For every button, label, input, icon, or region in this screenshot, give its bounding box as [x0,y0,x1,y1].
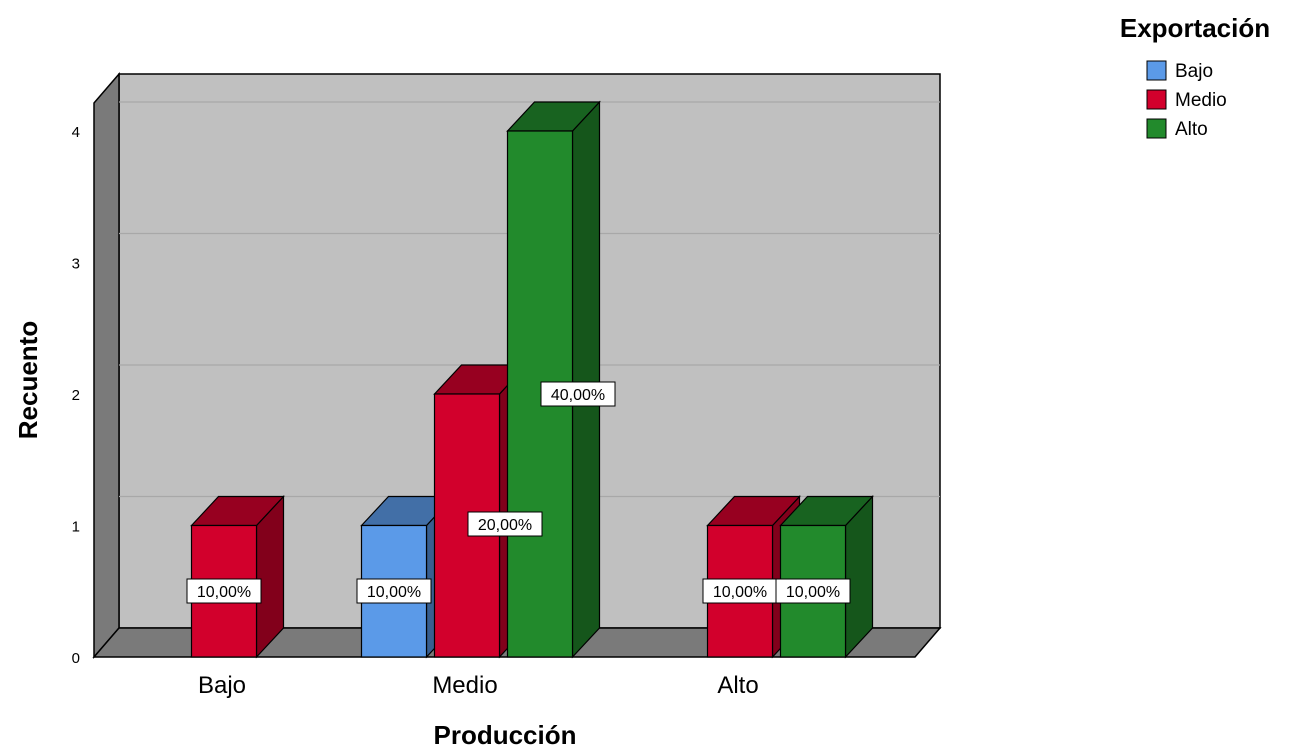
y-tick-label: 2 [72,387,80,404]
y-axis-title: Recuento [13,321,43,439]
data-label: 10,00% [356,578,432,604]
legend-title: Exportación [1120,13,1270,43]
data-label-box [186,578,262,604]
bar [779,494,874,659]
data-label: 10,00% [775,578,851,604]
data-label: 10,00% [186,578,262,604]
y-tick-label: 4 [72,124,80,141]
legend-label: Alto [1175,119,1208,140]
y-axis-ticks: 0 1 2 3 4 [72,124,80,667]
bar-side [571,100,601,659]
bar-front [506,130,574,658]
legend: Bajo Medio Alto [1146,60,1227,140]
data-label-text: 10,00% [197,584,251,601]
y-tick-label: 1 [72,519,80,536]
legend-swatch [1146,60,1167,81]
legend-label: Bajo [1175,61,1213,82]
data-label-box [775,578,851,604]
x-axis-categories: Bajo Medio Alto [198,672,759,699]
x-category-label: Alto [717,672,758,699]
data-label-box [702,578,778,604]
legend-item: Medio [1146,89,1227,111]
legend-swatch [1146,118,1167,139]
x-category-label: Medio [432,672,497,699]
data-label: 40,00% [540,381,616,407]
bar [190,494,285,659]
left-wall [93,71,120,660]
legend-item: Alto [1146,118,1208,140]
data-label-box [356,578,432,604]
x-category-label: Bajo [198,672,246,699]
data-label-text: 10,00% [786,584,840,601]
data-label-box [540,381,616,407]
data-label: 20,00% [467,511,543,537]
data-label: 10,00% [702,578,778,604]
legend-item: Bajo [1146,60,1213,82]
y-tick-label: 0 [72,650,80,667]
legend-swatch [1146,89,1167,110]
bar [506,100,601,659]
y-tick-label: 3 [72,256,80,273]
data-label-box [467,511,543,537]
data-label-text: 20,00% [478,517,532,534]
data-label-text: 10,00% [713,584,767,601]
bars: 10,00% 10,00% 20,00% 40,00% 10,00% 10,00% [186,100,874,659]
data-label-text: 40,00% [551,387,605,404]
x-axis-title: Producción [433,720,576,750]
legend-label: Medio [1175,90,1227,111]
data-label-text: 10,00% [367,584,421,601]
